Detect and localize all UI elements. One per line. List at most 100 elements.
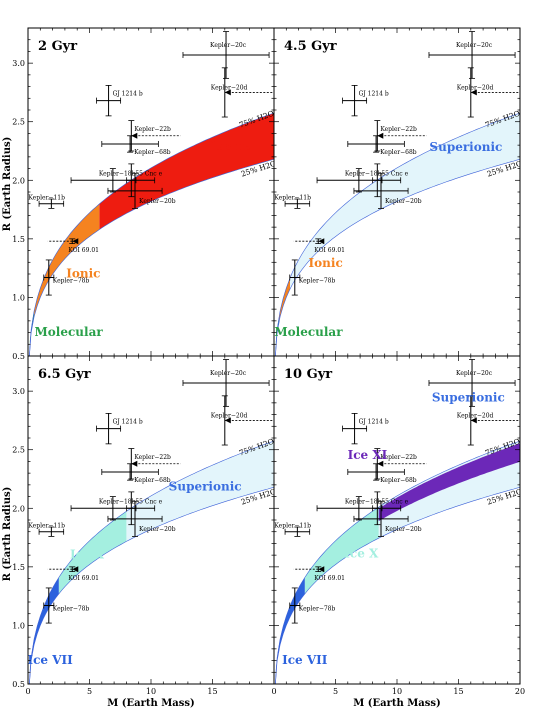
y-tick-label: 1.5 bbox=[12, 563, 25, 572]
upper-limit-arrow bbox=[470, 417, 477, 424]
upper-limit-arrow bbox=[131, 460, 138, 467]
planet-marker bbox=[47, 238, 79, 245]
phase-region-ice-x bbox=[58, 511, 127, 594]
phase-label: Molecular bbox=[35, 325, 104, 339]
phase-region-ice-x bbox=[304, 507, 379, 594]
band-outline-hi bbox=[275, 440, 520, 684]
planet-label: Kepler−11b bbox=[274, 195, 311, 202]
y-tick-label: 2.0 bbox=[12, 504, 25, 513]
plot-area: Kepler−20c Kepler−20d Kepler−22b GJ 1214 b K… bbox=[27, 359, 274, 684]
phase-label: Ionic bbox=[309, 256, 343, 270]
planet-label: Kepler−11b bbox=[274, 523, 311, 530]
panel-0: Kepler−20c Kepler−20d Kepler−22b GJ 1214 b K… bbox=[12, 27, 275, 361]
x-tick-label: 15 bbox=[207, 687, 217, 696]
planet-label: Kepler−68b bbox=[134, 477, 171, 484]
planet-label: Kepler−11b bbox=[28, 523, 65, 530]
x-tick-label: 10 bbox=[146, 687, 156, 696]
upper-limit-arrow bbox=[72, 566, 79, 573]
y-axis-label: R (Earth Radius) bbox=[2, 137, 13, 232]
phase-label: Ice X bbox=[70, 548, 105, 562]
planet-label: GJ 1214 b bbox=[113, 91, 143, 98]
y-tick-label: 2.5 bbox=[12, 446, 25, 455]
phase-label: Ice VII bbox=[27, 653, 73, 667]
planet-label: Kepler−68b bbox=[380, 477, 417, 484]
phase-region-ice-vii bbox=[274, 577, 305, 684]
planet-marker bbox=[38, 198, 65, 209]
planet-label: Kepler−20c bbox=[210, 42, 247, 49]
upper-limit-arrow bbox=[318, 566, 325, 573]
planet-label: Kepler−11b bbox=[28, 195, 65, 202]
planet-label: Kepler−22b bbox=[134, 126, 171, 133]
planet-label: 55 Cnc e bbox=[135, 498, 162, 505]
upper-limit-arrow bbox=[131, 132, 138, 139]
planet-label: 55 Cnc e bbox=[135, 170, 162, 177]
planet-marker bbox=[293, 566, 325, 573]
planet-label: KOI 69.01 bbox=[314, 575, 345, 582]
planet-marker bbox=[467, 395, 520, 446]
planet-label: Kepler−20d bbox=[457, 84, 494, 91]
planet-marker bbox=[293, 238, 325, 245]
plot-area: Kepler−20c Kepler−20d Kepler−22b GJ 1214 b K… bbox=[274, 359, 520, 684]
upper-limit-arrow bbox=[224, 417, 231, 424]
planet-marker bbox=[289, 587, 301, 624]
phase-label: Molecular bbox=[274, 325, 343, 339]
x-tick-label: 5 bbox=[333, 687, 338, 696]
planet-marker bbox=[107, 172, 163, 209]
upper-limit-arrow bbox=[377, 460, 384, 467]
panel-3: Kepler−20c Kepler−20d Kepler−22b GJ 1214 b K… bbox=[271, 355, 525, 696]
panel-1: Kepler−20c Kepler−20d Kepler−22b GJ 1214 b K… bbox=[273, 27, 521, 357]
upper-limit-arrow bbox=[318, 238, 325, 245]
planet-label: Kepler−20c bbox=[210, 370, 247, 377]
phase-label: Ice X bbox=[344, 546, 379, 560]
upper-limit-arrow bbox=[224, 89, 231, 96]
y-tick-label: 1.0 bbox=[12, 621, 25, 630]
planet-label: Kepler−20b bbox=[139, 526, 176, 533]
planet-marker bbox=[284, 198, 311, 209]
planet-marker bbox=[428, 31, 516, 79]
planet-label: Kepler−20c bbox=[456, 42, 493, 49]
band-outline-hi bbox=[275, 112, 520, 356]
phase-region-superionic bbox=[126, 441, 274, 542]
y-tick-label: 3.0 bbox=[12, 387, 25, 396]
planet-marker bbox=[221, 67, 274, 118]
planet-marker bbox=[182, 359, 270, 407]
planet-label: Kepler−20d bbox=[211, 84, 248, 91]
planet-label: Kepler−20d bbox=[211, 412, 248, 419]
upper-limit-arrow bbox=[377, 132, 384, 139]
phase-region-plasma bbox=[99, 113, 274, 230]
phase-region-ionic bbox=[278, 278, 290, 323]
planet-label: GJ 1214 b bbox=[359, 419, 389, 426]
y-tick-label: 0.5 bbox=[12, 352, 25, 361]
planet-label: Kepler−20b bbox=[385, 526, 422, 533]
y-axis-label: R (Earth Radius) bbox=[2, 487, 13, 582]
x-axis-label: M (Earth Mass) bbox=[107, 698, 195, 709]
panel-title: 2 Gyr bbox=[38, 39, 77, 54]
phase-label: Superionic bbox=[429, 140, 502, 154]
x-tick-label: 0 bbox=[271, 687, 276, 696]
planet-marker bbox=[316, 168, 402, 193]
band-outline-lo bbox=[275, 159, 520, 356]
y-tick-label: 2.5 bbox=[12, 118, 25, 127]
planet-marker bbox=[428, 359, 516, 407]
planet-marker bbox=[43, 587, 55, 624]
planet-marker bbox=[96, 412, 122, 445]
planet-label: Kepler−18b bbox=[345, 170, 382, 177]
planet-label: Kepler−18b bbox=[99, 170, 136, 177]
planet-label: Kepler−78b bbox=[299, 606, 336, 613]
phase-region-superionic bbox=[290, 113, 520, 290]
planet-marker bbox=[467, 67, 520, 118]
planet-label: KOI 69.01 bbox=[68, 247, 99, 254]
planet-marker bbox=[101, 135, 159, 153]
upper-limit-arrow bbox=[470, 89, 477, 96]
band-outline-lo bbox=[29, 487, 274, 684]
planet-label: Kepler−68b bbox=[134, 149, 171, 156]
panel-title: 4.5 Gyr bbox=[284, 39, 337, 54]
x-tick-label: 0 bbox=[25, 687, 30, 696]
planet-marker bbox=[289, 259, 301, 296]
planet-marker bbox=[342, 412, 368, 445]
x-axis-label: M (Earth Mass) bbox=[353, 698, 441, 709]
phase-label: Ice XI bbox=[348, 448, 388, 462]
phase-region-ionic bbox=[34, 203, 100, 317]
planet-label: Kepler−22b bbox=[380, 454, 417, 461]
y-tick-label: 3.0 bbox=[12, 59, 25, 68]
